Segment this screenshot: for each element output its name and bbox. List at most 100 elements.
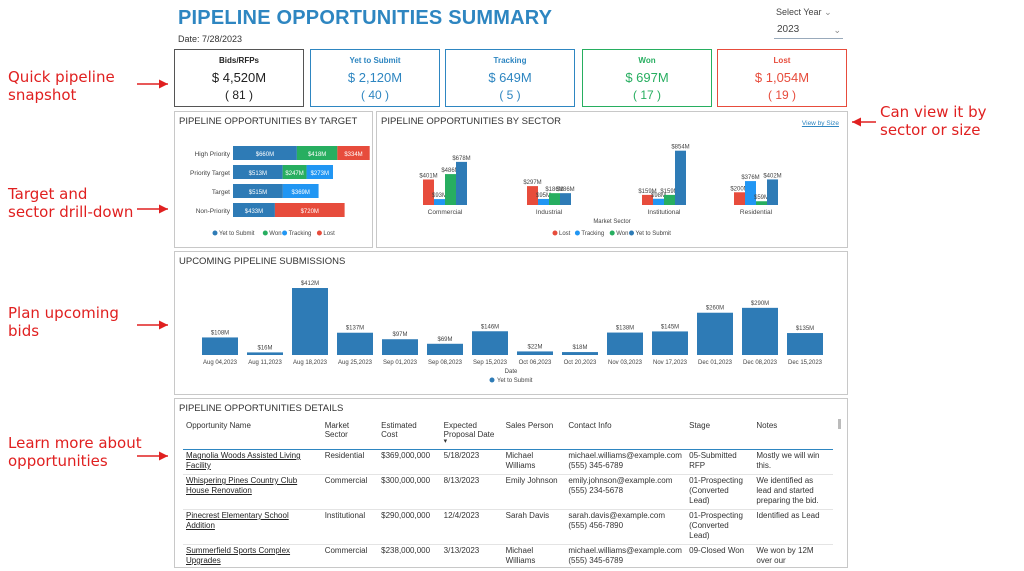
table-scrollbar[interactable] xyxy=(838,419,841,429)
annotation-drilldown: Target and sector drill-down xyxy=(8,185,133,221)
year-select[interactable]: 2023 ⌄ xyxy=(774,22,843,39)
submission-date-label: Aug 11,2023 xyxy=(248,360,282,366)
annotation-snapshot: Quick pipeline snapshot xyxy=(8,68,115,104)
annotation-plan: Plan upcoming bids xyxy=(8,304,119,340)
stage: 01-Prospecting (Converted Lead) xyxy=(686,475,753,508)
opportunity-name-link[interactable]: Magnolia Woods Assisted Living Facility xyxy=(183,450,322,473)
kpi-card[interactable]: Won $ 697M ( 17 ) xyxy=(582,49,712,107)
table-row[interactable]: Whispering Pines Country Club House Reno… xyxy=(183,475,833,508)
submission-bar-label: $146M xyxy=(481,324,499,330)
submission-bar-label: $22M xyxy=(527,344,542,350)
submission-date-label: Nov 03,2023 xyxy=(608,360,643,366)
sector-bar xyxy=(642,194,653,205)
annotation-sector-size: Can view it by sector or size xyxy=(880,103,986,139)
target-bar-segment xyxy=(233,165,283,179)
target-bar-label: $660M xyxy=(256,152,274,158)
cell-line: 05-Submitted xyxy=(689,451,737,460)
column-header[interactable]: Opportunity Name xyxy=(183,421,322,445)
column-header[interactable]: Sales Person xyxy=(503,421,566,445)
proposal-date: 12/4/2023 xyxy=(441,510,503,543)
cell-line: $300,000,000 xyxy=(381,476,431,485)
column-header[interactable]: Expected Proposal Date ▾ xyxy=(441,421,503,445)
column-header-line: Opportunity Name xyxy=(186,421,251,430)
market-sector: Residential xyxy=(322,450,378,473)
kpi-count: ( 81 ) xyxy=(224,88,253,102)
annotation-line: Learn more about xyxy=(8,434,142,452)
target-category-label: Non-Priority xyxy=(196,208,231,215)
annotation-line: Can view it by xyxy=(880,103,987,121)
column-header[interactable]: Estimated Cost xyxy=(378,421,441,445)
target-bar-label: $720M xyxy=(301,209,319,215)
submission-bar xyxy=(382,339,418,355)
opportunity-name-link[interactable]: Pinecrest Elementary School Addition xyxy=(183,510,322,543)
header-separator xyxy=(183,445,833,450)
kpi-value: $ 649M xyxy=(488,70,532,85)
kpi-count: ( 5 ) xyxy=(499,88,521,102)
sector-bar xyxy=(434,199,445,205)
sort-desc-icon[interactable]: ▾ xyxy=(443,438,448,445)
cell-line: (555) 345-6789 xyxy=(568,461,624,470)
column-header[interactable]: Notes xyxy=(753,421,833,445)
cell-line: 5/18/2023 xyxy=(443,451,480,460)
sector-bar-label: $186M xyxy=(556,187,574,193)
kpi-label: Won xyxy=(638,56,656,65)
cell-line: We identified as xyxy=(756,476,814,485)
sector-bar xyxy=(538,198,549,205)
kpi-value: $ 697M xyxy=(625,70,669,85)
legend-label: Yet to Submit xyxy=(497,378,533,384)
kpi-card[interactable]: Yet to Submit $ 2,120M ( 40 ) xyxy=(310,49,440,107)
submission-bar-label: $290M xyxy=(751,301,769,307)
submission-bar-label: $108M xyxy=(211,330,229,336)
submission-bar-label: $18M xyxy=(572,345,587,351)
kpi-count: ( 17 ) xyxy=(632,88,661,102)
annotation-line: opportunities xyxy=(8,452,108,470)
column-header-line: Sector xyxy=(324,430,348,439)
submission-bar-label: $97M xyxy=(392,332,407,338)
sector-bar xyxy=(560,193,571,205)
column-header-line: Market xyxy=(324,421,350,430)
view-by-size-link[interactable]: View by Size xyxy=(801,120,839,127)
chevron-down-icon: ⌄ xyxy=(833,25,841,35)
sector-bar-label: $93M xyxy=(432,193,447,199)
kpi-card[interactable]: Bids/RFPs $ 4,520M ( 81 ) xyxy=(174,49,304,107)
cell-line: Mostly we will win xyxy=(756,451,820,460)
table-row[interactable]: Magnolia Woods Assisted Living Facility R… xyxy=(183,450,833,473)
sector-bar xyxy=(675,150,686,205)
column-header[interactable]: Market Sector xyxy=(322,421,378,445)
cell-line: 8/13/2023 xyxy=(443,476,480,485)
year-filter-label: Select Year ⌄ xyxy=(776,7,832,18)
table-row[interactable]: Pinecrest Elementary School Addition Inst… xyxy=(183,510,833,543)
submission-date-label: Dec 01,2023 xyxy=(698,360,733,366)
column-header[interactable]: Contact Info xyxy=(565,421,686,445)
contact-info: sarah.davis@example.com (555) 456-7890 xyxy=(565,510,686,543)
column-header[interactable]: Stage xyxy=(686,421,753,445)
submission-bar-label: $135M xyxy=(796,326,814,332)
target-bar-label: $273M xyxy=(311,171,329,177)
table-header-row: Opportunity Name Market Sector Estimated Cos… xyxy=(183,421,833,445)
cell-line: Residential xyxy=(324,451,365,460)
sector-bar-label: $200M xyxy=(730,186,748,192)
sector-bar-label: $98M xyxy=(651,193,666,199)
cell-line: Institutional xyxy=(324,511,366,520)
sector-bar xyxy=(445,174,456,205)
submission-bar xyxy=(292,288,328,355)
kpi-value: $ 1,054M xyxy=(754,70,810,85)
target-bar-label: $418M xyxy=(308,152,326,158)
sector-bar xyxy=(756,201,767,205)
sector-axis-title: Market Sector xyxy=(593,219,630,225)
cell-line: 09-Closed Won xyxy=(689,546,745,555)
submission-date-label: Nov 17,2023 xyxy=(653,360,688,366)
annotation-line: Plan upcoming xyxy=(8,304,119,322)
chevron-down-icon[interactable]: ⌄ xyxy=(824,7,832,17)
column-header-line: Expected xyxy=(443,421,477,430)
opportunity-name-link[interactable]: Summerfield Sports Complex Upgrades xyxy=(183,545,322,568)
kpi-card[interactable]: Lost $ 1,054M ( 19 ) xyxy=(717,49,847,107)
kpi-card[interactable]: Tracking $ 649M ( 5 ) xyxy=(445,49,575,107)
legend-label: Won xyxy=(616,231,628,237)
opportunity-name-link[interactable]: Whispering Pines Country Club House Reno… xyxy=(183,475,322,508)
table-row[interactable]: Summerfield Sports Complex Upgrades Comme… xyxy=(183,545,833,568)
submission-bar xyxy=(652,331,688,355)
submission-axis-title: Date xyxy=(505,369,518,375)
submission-bar xyxy=(247,352,283,355)
